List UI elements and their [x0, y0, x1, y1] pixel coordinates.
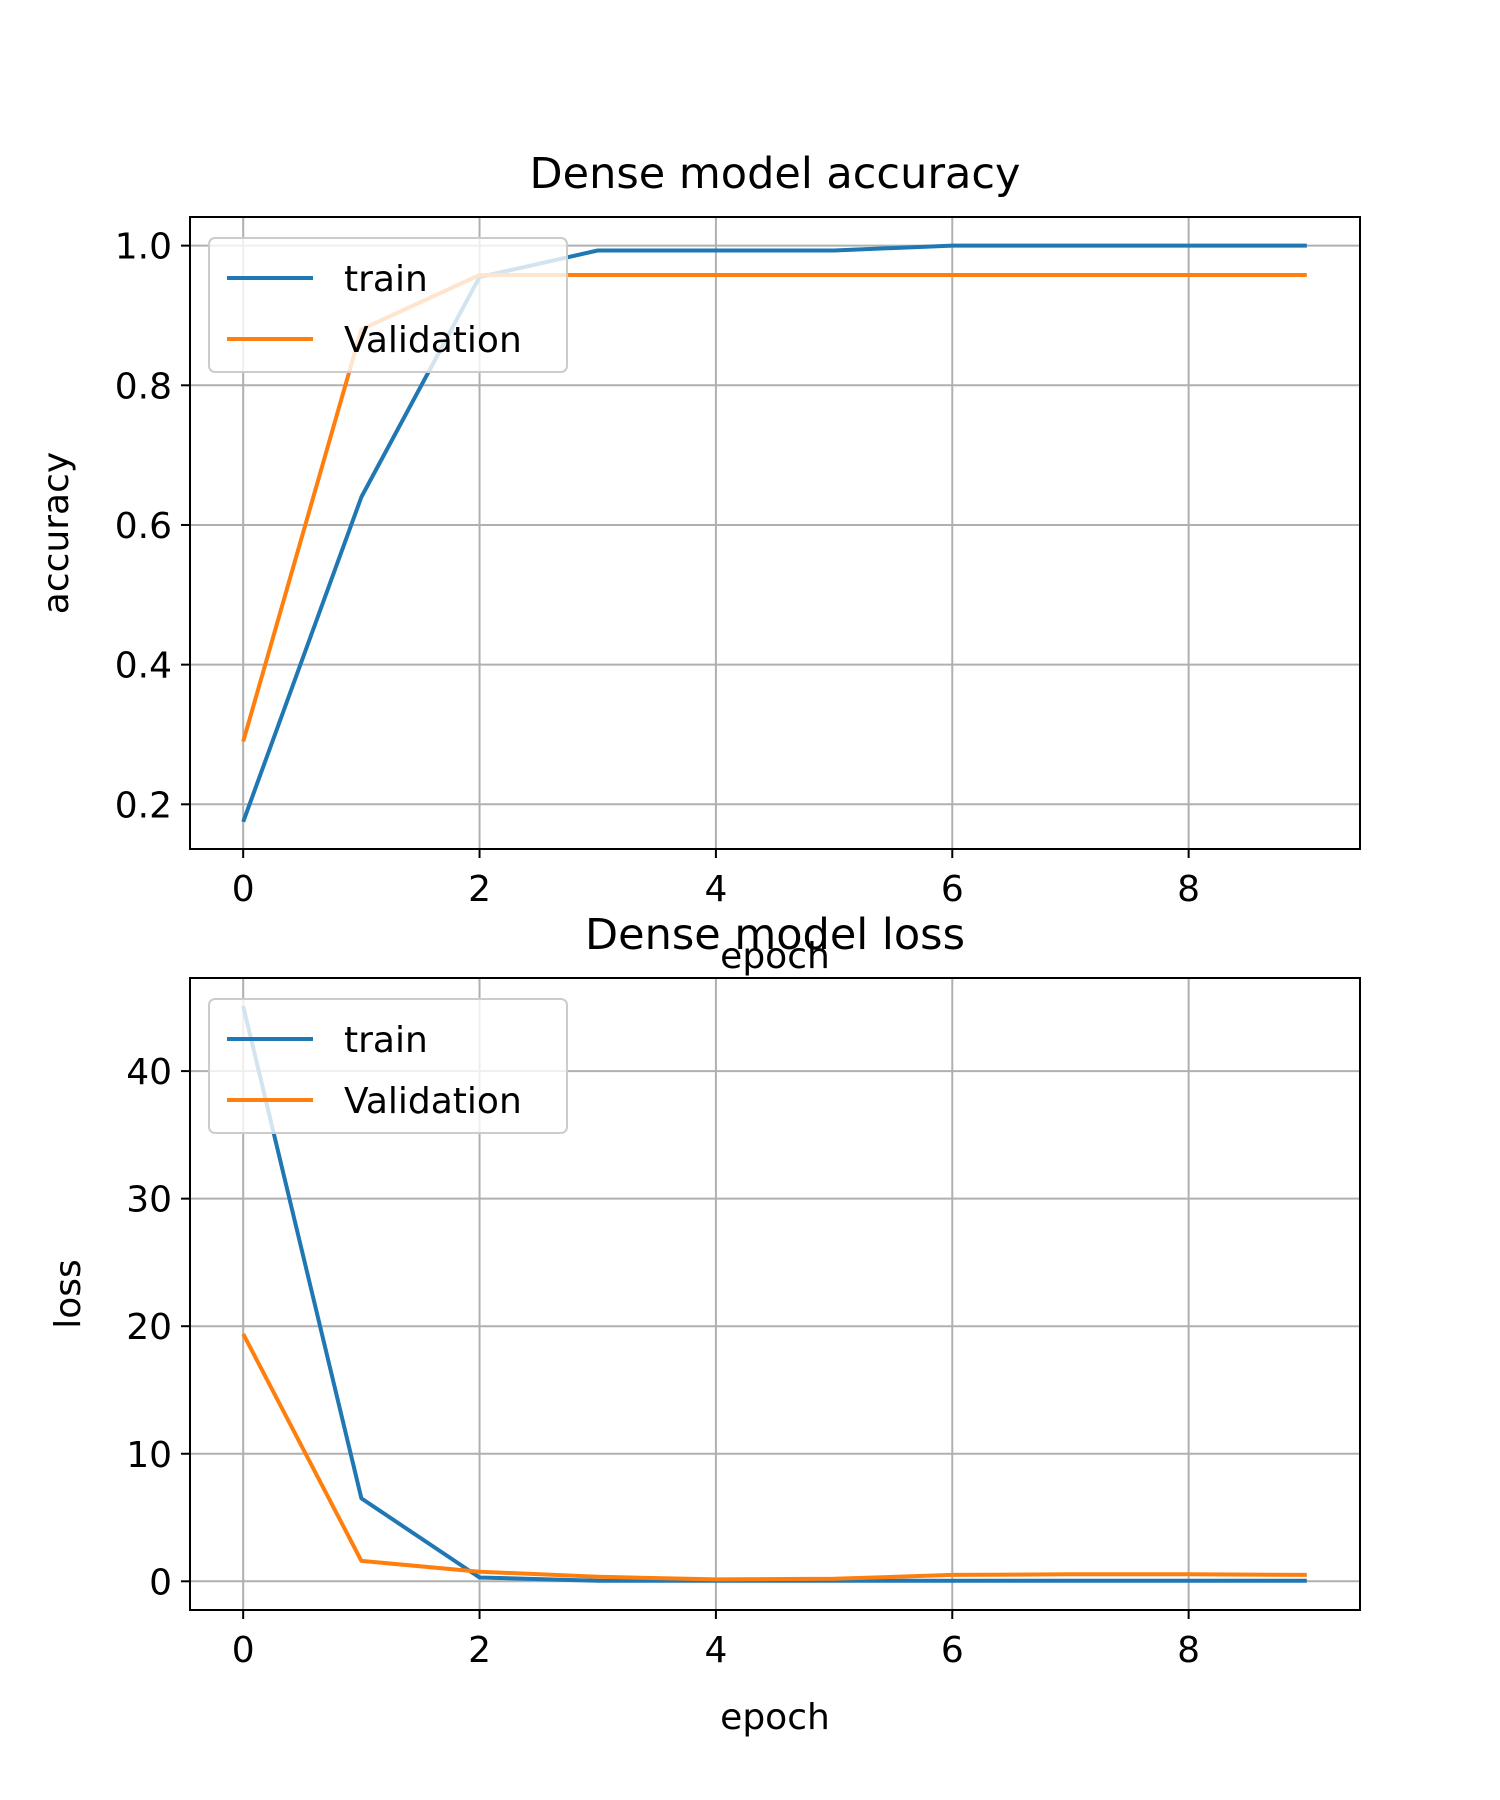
accuracy-series-line-train — [241, 243, 1307, 823]
y-tick-label: 0.6 — [115, 506, 172, 547]
x-tick-label: 2 — [468, 869, 491, 910]
y-tick-label: 10 — [126, 1435, 172, 1476]
accuracy-legend-label-validation: Validation — [344, 320, 522, 361]
x-tick-label: 0 — [232, 1630, 255, 1671]
y-tick-label: 0 — [149, 1562, 172, 1603]
accuracy-chart: train Validation 0 2 4 6 8 0.2 0.4 0.6 0.8 1.0 Den… — [36, 149, 1361, 977]
x-tick-label: 6 — [941, 869, 964, 910]
x-tick-label: 6 — [941, 1630, 964, 1671]
accuracy-x-axis-label: epoch — [720, 936, 830, 977]
y-tick-label: 30 — [126, 1180, 172, 1221]
accuracy-plot-frame — [189, 216, 1361, 850]
x-tick-label: 8 — [1177, 1630, 1200, 1671]
x-tick-label: 0 — [232, 869, 255, 910]
accuracy-legend-label-train: train — [344, 259, 428, 300]
loss-y-axis-label: loss — [48, 1259, 89, 1329]
x-tick-label: 4 — [704, 1630, 727, 1671]
y-tick-label: 1.0 — [115, 227, 172, 268]
loss-chart: train Validation 0 2 4 6 8 0 10 20 30 40 Dense mod… — [48, 910, 1361, 1738]
x-tick-label: 4 — [704, 869, 727, 910]
y-tick-label: 40 — [126, 1052, 172, 1093]
y-tick-label: 0.8 — [115, 366, 172, 407]
y-tick-label: 20 — [126, 1307, 172, 1348]
loss-plot-frame — [189, 977, 1361, 1611]
y-tick-label: 0.4 — [115, 646, 172, 687]
loss-x-axis-label: epoch — [720, 1697, 830, 1738]
x-tick-label: 8 — [1177, 869, 1200, 910]
loss-chart-title: Dense model loss — [585, 910, 965, 960]
loss-legend-label-validation: Validation — [344, 1081, 522, 1122]
y-tick-label: 0.2 — [115, 785, 172, 826]
x-tick-label: 2 — [468, 1630, 491, 1671]
loss-legend-label-train: train — [344, 1020, 428, 1061]
accuracy-y-axis-label: accuracy — [36, 452, 77, 614]
accuracy-chart-title: Dense model accuracy — [530, 149, 1021, 199]
loss-series-line-validation — [241, 1332, 1307, 1582]
